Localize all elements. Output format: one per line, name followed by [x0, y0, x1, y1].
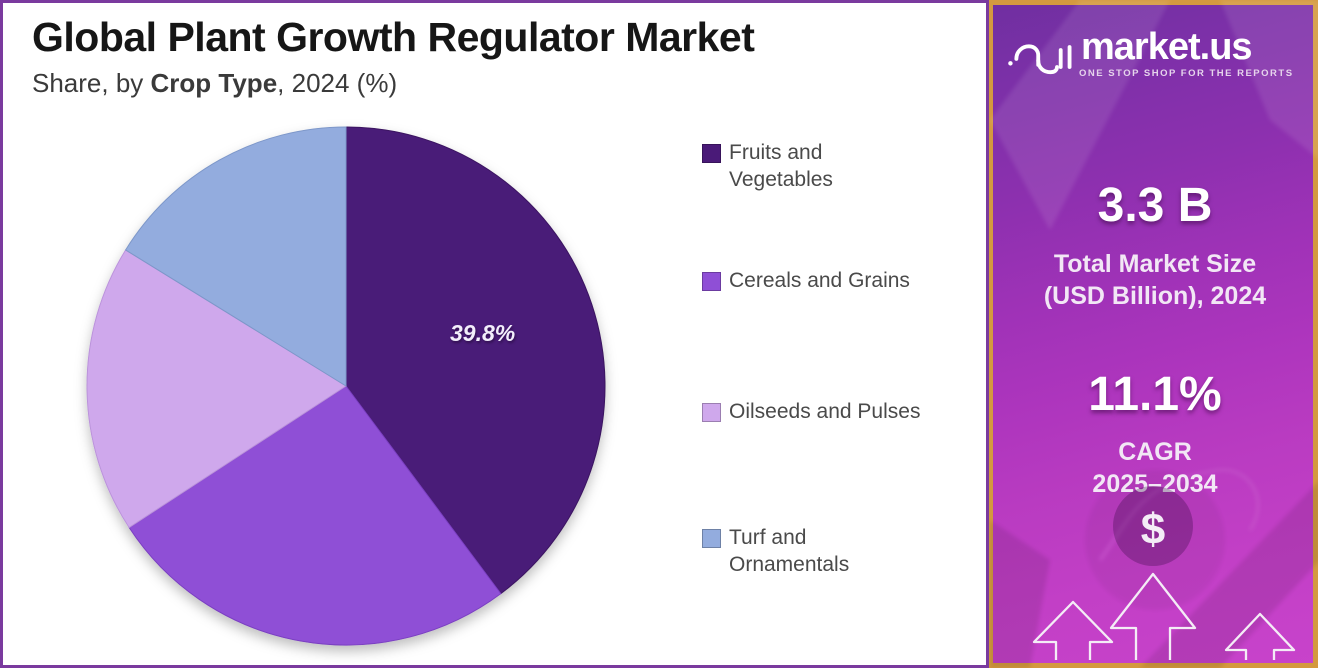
svg-text:$: $ — [1141, 505, 1165, 554]
